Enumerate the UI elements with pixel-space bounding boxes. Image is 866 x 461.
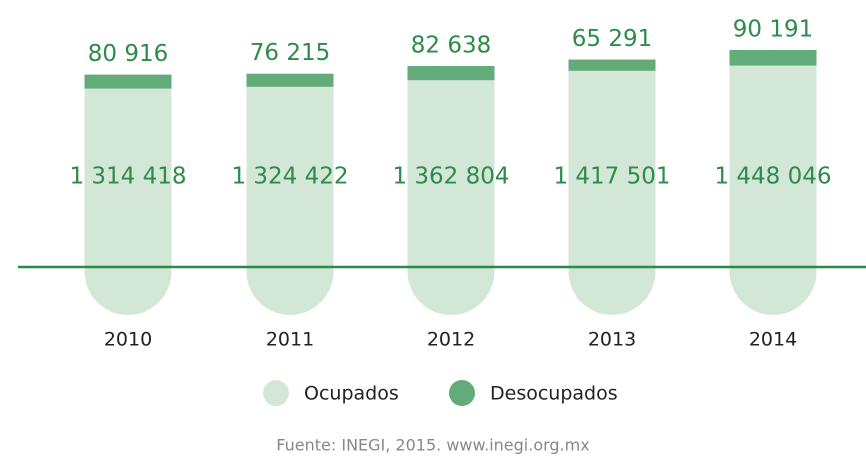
bar-segment xyxy=(246,73,334,87)
value-label: 1 324 422 xyxy=(231,164,348,190)
value-label: 80 916 xyxy=(88,41,168,67)
legend-label: Ocupados xyxy=(304,383,399,405)
bar-segment xyxy=(568,70,656,316)
bar-segment xyxy=(729,65,817,316)
legend-label: Desocupados xyxy=(490,383,618,405)
bar-segment xyxy=(568,59,656,71)
bar-segment xyxy=(246,86,334,315)
bar-segment xyxy=(407,65,495,81)
value-label: 1 448 046 xyxy=(714,164,831,190)
legend-swatch xyxy=(263,380,289,406)
legend-swatch xyxy=(449,380,475,406)
bar-segment xyxy=(729,50,817,66)
value-label: 1 417 501 xyxy=(553,164,670,190)
value-label: 65 291 xyxy=(572,26,652,52)
value-label: 82 638 xyxy=(411,32,491,58)
x-tick-label: 2014 xyxy=(749,329,797,351)
x-tick-label: 2010 xyxy=(104,329,152,351)
value-label: 1 314 418 xyxy=(69,164,186,190)
value-label: 90 191 xyxy=(733,17,813,43)
bar-segment xyxy=(407,80,495,315)
value-label: 1 362 804 xyxy=(392,164,509,190)
bar-segment xyxy=(84,88,172,316)
value-label: 76 215 xyxy=(250,40,330,66)
x-tick-label: 2012 xyxy=(427,329,475,351)
bar-segment xyxy=(84,74,172,89)
source: Fuente: INEGI, 2015. www.inegi.org.mx xyxy=(276,436,589,455)
x-tick-label: 2011 xyxy=(266,329,314,351)
x-tick-label: 2013 xyxy=(588,329,636,351)
